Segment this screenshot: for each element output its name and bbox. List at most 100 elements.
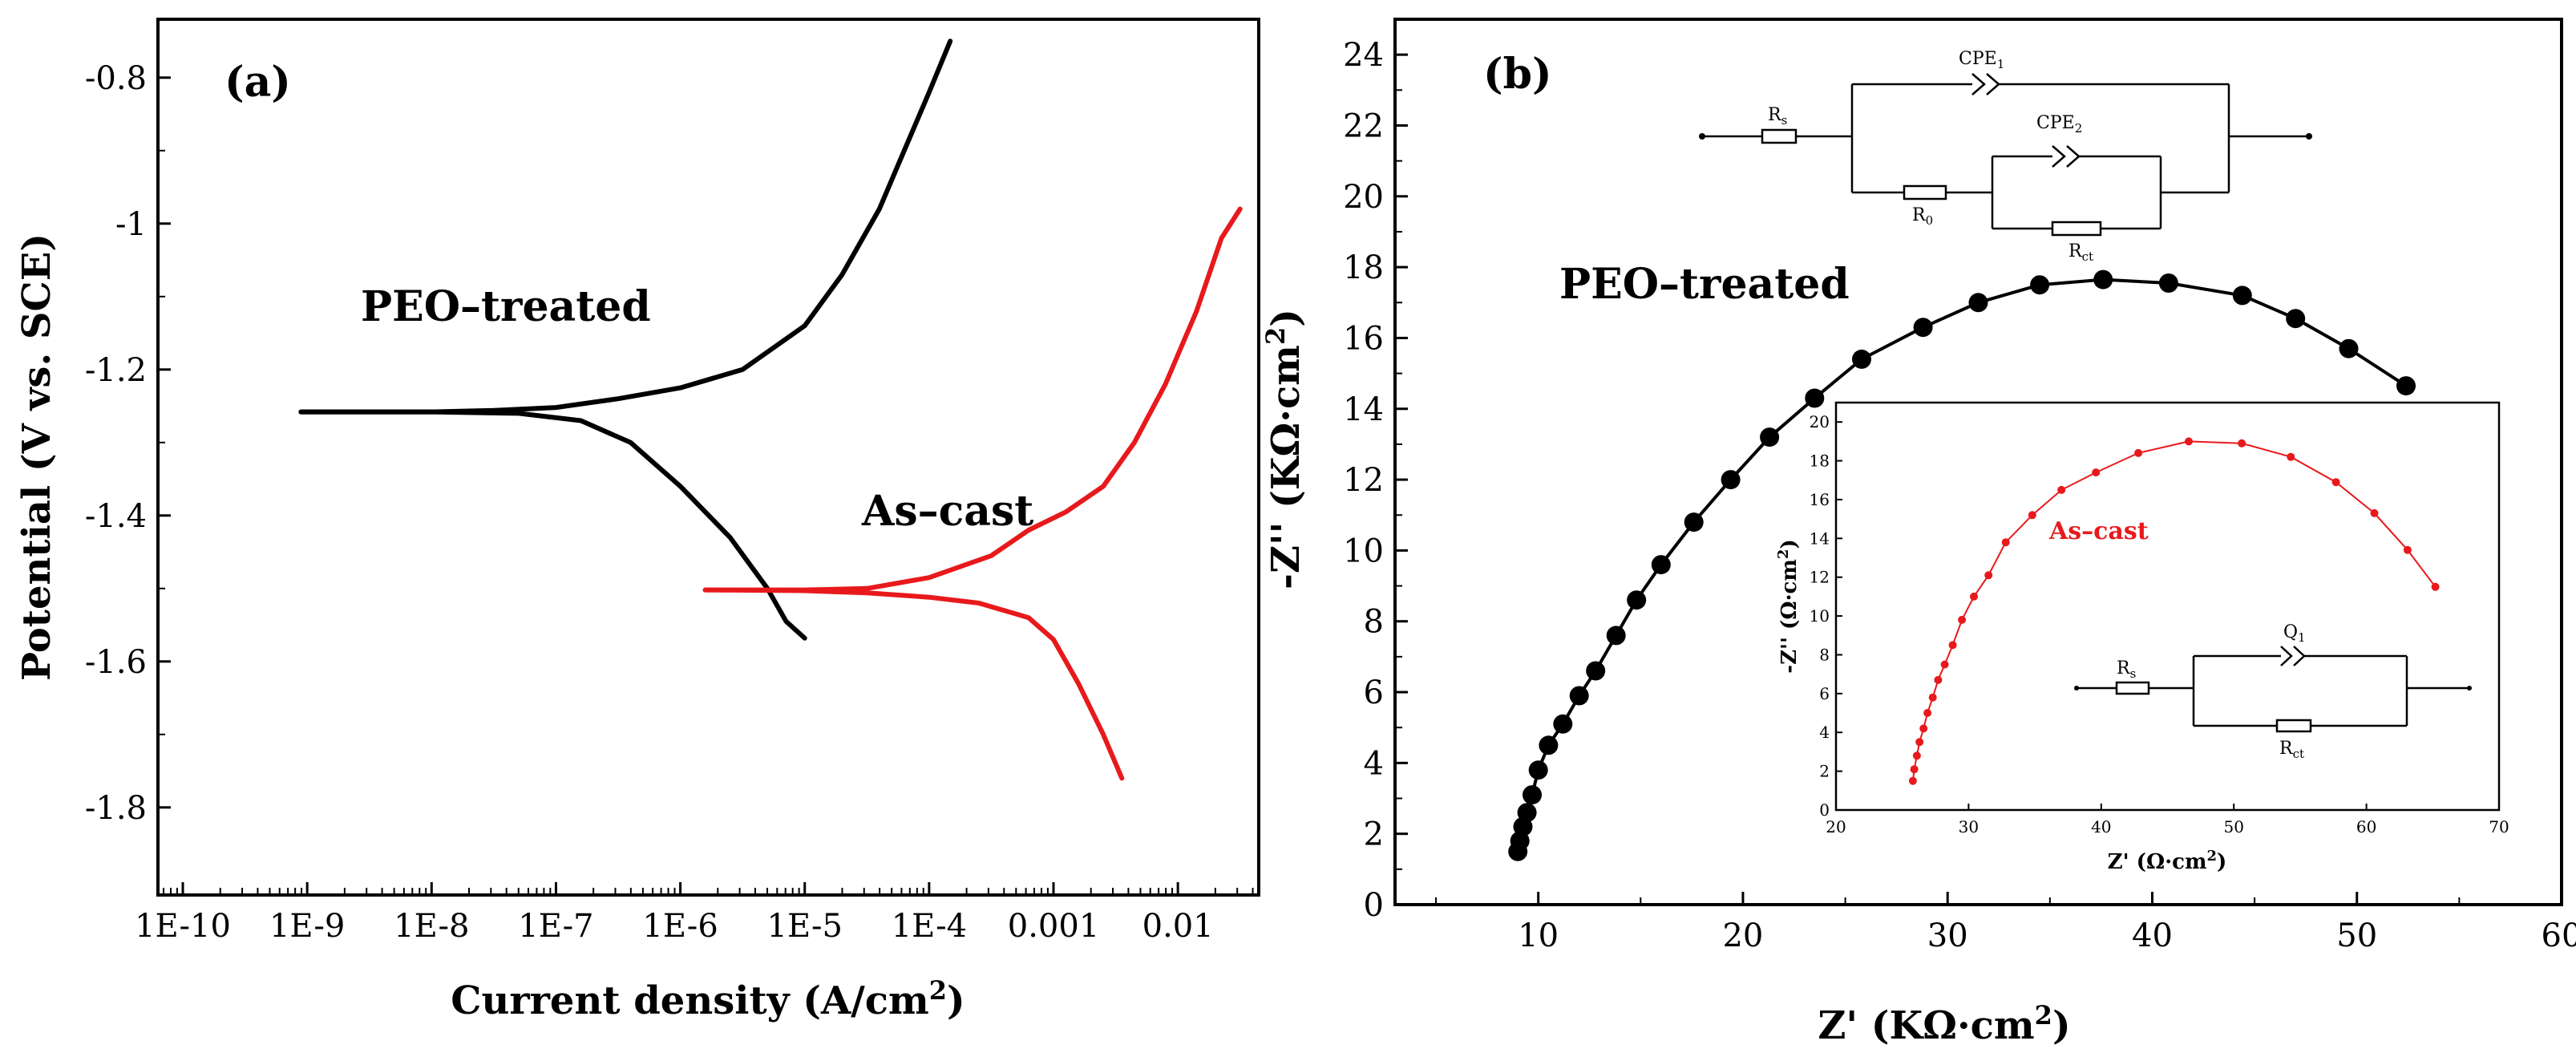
panel-a-x-tick-label: 0.01 <box>1142 908 1214 945</box>
as-cast-data-point <box>1934 675 1943 684</box>
panel-a-y-tick-label: -1.8 <box>85 790 147 827</box>
series-line-peo-treated-cathodic <box>298 409 807 641</box>
equivalent-circuit-as-cast: Rs Q1 Rct <box>2074 622 2472 761</box>
inset-plot-frame <box>1834 401 2501 812</box>
panel-b-y-tick-label: 10 <box>1343 533 1384 569</box>
panel-b-y-tick-label: 8 <box>1364 604 1384 641</box>
as-cast-data-point <box>2057 485 2066 494</box>
circuit-label-cpe2: CPE2 <box>2036 113 2082 136</box>
panel-a-x-tick-label: 1E-6 <box>642 908 718 945</box>
inset-y-tick-label: 18 <box>1810 452 1830 471</box>
inset-y-tick-label: 20 <box>1810 412 1830 431</box>
peo-treated-data-point <box>2030 275 2050 295</box>
series-line-peo-treated-anodic <box>298 38 953 415</box>
peo-treated-data-point <box>1586 661 1606 681</box>
peo-treated-data-point <box>2286 309 2306 329</box>
panel-a-y-tick-label: -1.2 <box>85 352 147 389</box>
panel-b-y-tick-label: 18 <box>1343 249 1384 286</box>
panel-b-x-tick-label: 40 <box>2132 917 2173 954</box>
as-cast-curve-label: As–cast <box>861 487 1033 536</box>
panel-a-polarization-chart: 1E-10 1E-9 1E-8 1E-7 1E-6 1E-5 1E-4 0.001 0.01 -0… <box>14 18 1260 1023</box>
as-cast-data-point <box>2370 508 2379 517</box>
as-cast-data-point <box>2028 511 2036 520</box>
resistor-rs-icon <box>1761 128 1798 144</box>
as-cast-data-point <box>2134 448 2143 457</box>
peo-treated-data-point <box>2158 273 2178 293</box>
inset-y-tick-label: 8 <box>1819 645 1830 664</box>
panel-b-y-tick-label: 22 <box>1343 107 1384 144</box>
as-cast-data-point <box>1919 724 1928 733</box>
peo-treated-data-point <box>1852 349 1871 369</box>
inset-y-axis-title: -Z'' (Ω·cm2) <box>1775 539 1802 673</box>
panel-b-label: (b) <box>1483 50 1552 99</box>
as-cast-data-point <box>1910 765 1919 774</box>
series-line-as-cast-cathodic <box>702 587 1125 781</box>
as-cast-data-point <box>2403 545 2412 554</box>
panel-b-y-tick-label: 0 <box>1364 887 1384 924</box>
inset-y-tick-label: 0 <box>1819 800 1830 820</box>
as-cast-data-point <box>1908 776 1917 785</box>
circuit-label-rct: Rct <box>2068 241 2093 264</box>
equivalent-circuit-peo: Rs CPE1 R0 CPE2 Rct <box>1699 49 2312 264</box>
as-cast-data-point <box>2431 582 2440 591</box>
panel-b-y-tick-label: 20 <box>1343 179 1384 216</box>
as-cast-data-point <box>2185 437 2193 446</box>
peo-treated-data-point <box>1627 590 1647 610</box>
inset-x-tick-label: 50 <box>2223 817 2243 836</box>
as-cast-data-point <box>1958 615 1967 624</box>
inset-x-tick-label: 20 <box>1826 817 1846 836</box>
as-cast-data-point <box>2331 478 2340 487</box>
peo-treated-data-point <box>1517 803 1537 823</box>
as-cast-data-point <box>1970 592 1978 601</box>
peo-treated-data-point <box>1651 555 1671 575</box>
as-cast-data-point <box>1928 693 1937 702</box>
panel-b-x-tick-label: 20 <box>1722 917 1763 954</box>
peo-treated-curve-label: PEO–treated <box>361 282 651 331</box>
as-cast-data-point <box>1948 641 1957 650</box>
inset-circuit-label-q1: Q1 <box>2283 622 2306 645</box>
peo-treated-data-point <box>1805 388 1825 408</box>
peo-treated-data-point <box>1721 470 1741 490</box>
inset-y-tick-label: 14 <box>1810 528 1830 548</box>
panel-a-y-tick-label: -1.4 <box>85 498 147 535</box>
as-cast-data-point <box>1940 660 1949 669</box>
panel-b-x-axis-title: Z' (KΩ·cm2) <box>1818 1000 2070 1048</box>
as-cast-data-point <box>1912 751 1921 760</box>
panel-a-x-tick-label: 1E-8 <box>394 908 469 945</box>
inset-y-tick-label: 2 <box>1819 762 1830 781</box>
as-cast-inset-label: As–cast <box>2048 517 2149 545</box>
capacitor-cpe1-icon <box>1971 73 2000 95</box>
panel-a-x-tick-label: 1E-4 <box>892 908 967 945</box>
as-cast-data-point <box>2287 452 2295 461</box>
inset-x-tick-label: 30 <box>1959 817 1979 836</box>
panel-b-x-tick-label: 30 <box>1927 917 1968 954</box>
panel-b-y-tick-label: 14 <box>1343 391 1384 428</box>
as-cast-data-point <box>2238 439 2246 448</box>
peo-treated-data-point <box>1553 714 1573 734</box>
panel-a-x-axis-title: Current density (A/cm2) <box>451 975 965 1023</box>
inset-circuit-label-rct: Rct <box>2279 739 2304 761</box>
inset-x-axis-title: Z' (Ω·cm2) <box>2108 848 2227 874</box>
peo-treated-series-label: PEO–treated <box>1559 260 1850 309</box>
inset-y-tick-label: 16 <box>1810 490 1830 509</box>
inset-circuit-label-rs: Rs <box>2117 658 2136 681</box>
panel-a-y-tick-label: -0.8 <box>85 60 147 97</box>
peo-treated-data-point <box>1760 427 1780 448</box>
circuit-label-r0: R0 <box>1912 205 1933 228</box>
panel-b-x-tick-label: 60 <box>2542 917 2576 954</box>
panel-a-y-tick-label: -1.6 <box>85 644 147 681</box>
peo-treated-data-point <box>2396 376 2416 396</box>
peo-treated-data-point <box>2232 286 2252 306</box>
panel-a-x-tick-label: 1E-5 <box>767 908 843 945</box>
panel-b-plot-frame <box>1393 18 2563 906</box>
inset-x-tick-label: 70 <box>2489 817 2509 836</box>
peo-treated-data-point <box>1569 686 1589 706</box>
series-line-as-cast-anodic <box>702 206 1243 593</box>
peo-treated-data-point <box>1539 735 1559 755</box>
panel-a-y-axis-title: Potential (V vs. SCE) <box>14 233 59 681</box>
inset-y-tick-label: 4 <box>1819 723 1830 742</box>
peo-treated-data-point <box>1606 626 1626 646</box>
circuit-label-rs: Rs <box>1768 105 1787 128</box>
